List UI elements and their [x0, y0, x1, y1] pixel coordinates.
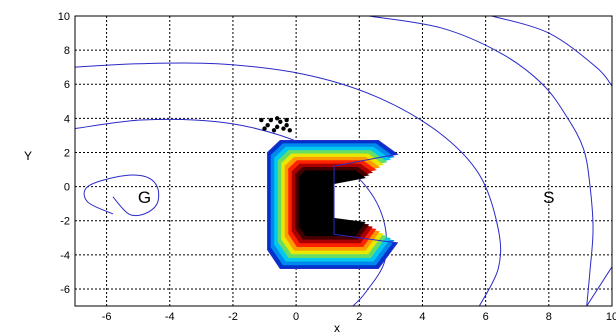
- y-axis-label: Y: [24, 149, 32, 163]
- y-tick-label: 4: [64, 113, 70, 125]
- x-tick-label: 2: [356, 311, 362, 323]
- point-label-s: S: [543, 188, 554, 207]
- contour-line: [75, 62, 502, 306]
- y-tick-label: -4: [60, 250, 70, 262]
- plot-frame: [74, 15, 613, 307]
- obstacle-layer-ring: [298, 170, 366, 236]
- x-tick-label: 4: [419, 311, 425, 323]
- contour-line: [491, 16, 612, 87]
- x-tick-label: 0: [293, 311, 299, 323]
- contour-line: [83, 174, 160, 217]
- point-label-g: G: [138, 188, 151, 207]
- c-shaped-obstacle: [267, 140, 399, 269]
- y-tick-label: 2: [64, 147, 70, 159]
- obstacle-outline: [267, 140, 399, 269]
- x-tick-label: -4: [165, 311, 175, 323]
- scatter-point: [262, 126, 267, 131]
- x-tick-label: -6: [102, 311, 112, 323]
- scatter-cluster: [259, 116, 292, 133]
- x-tick-label: 10: [606, 311, 616, 323]
- y-tick-label: 6: [64, 79, 70, 91]
- scatter-point: [284, 117, 289, 123]
- y-tick-label: 0: [64, 182, 70, 194]
- scatter-point: [271, 128, 277, 133]
- y-tick-label: 10: [58, 11, 70, 23]
- scatter-point: [274, 116, 280, 121]
- scatter-point: [278, 119, 283, 124]
- scatter-point: [268, 117, 274, 123]
- scatter-point: [281, 126, 286, 131]
- y-tick-label: 8: [64, 45, 70, 57]
- x-tick-label: 8: [546, 311, 552, 323]
- scatter-point: [287, 128, 292, 133]
- contour-line: [586, 266, 612, 306]
- x-axis-label: x: [334, 321, 340, 335]
- scatter-point: [284, 122, 289, 128]
- contour-line: [368, 16, 594, 306]
- scatter-point: [265, 122, 270, 128]
- x-tick-label: -2: [228, 311, 238, 323]
- y-tick-label: -6: [60, 284, 70, 296]
- x-tick-label: 6: [483, 311, 489, 323]
- scatter-point: [259, 117, 264, 123]
- y-tick-label: -2: [60, 216, 70, 228]
- scatter-point: [274, 124, 280, 130]
- tick-labels: -6 -4 -2 0 2 4 6 8 10 -6 -4 -2 0 2 4 6 8 10: [58, 11, 616, 323]
